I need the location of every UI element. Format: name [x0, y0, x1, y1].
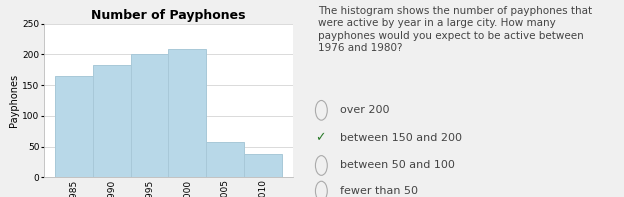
Y-axis label: Payphones: Payphones	[9, 74, 19, 127]
Text: fewer than 50: fewer than 50	[340, 186, 418, 196]
Bar	[207, 142, 244, 177]
Title: Number of Payphones: Number of Payphones	[91, 9, 246, 22]
Bar	[55, 76, 93, 177]
Text: between 50 and 100: between 50 and 100	[340, 161, 455, 170]
Bar	[244, 154, 282, 177]
Bar	[130, 54, 168, 177]
Bar	[93, 65, 130, 177]
Text: The histogram shows the number of payphones that
were active by year in a large : The histogram shows the number of paypho…	[318, 6, 592, 53]
Text: ✓: ✓	[315, 131, 326, 144]
Text: between 150 and 200: between 150 and 200	[340, 133, 462, 143]
Bar	[168, 49, 207, 177]
Text: over 200: over 200	[340, 105, 389, 115]
